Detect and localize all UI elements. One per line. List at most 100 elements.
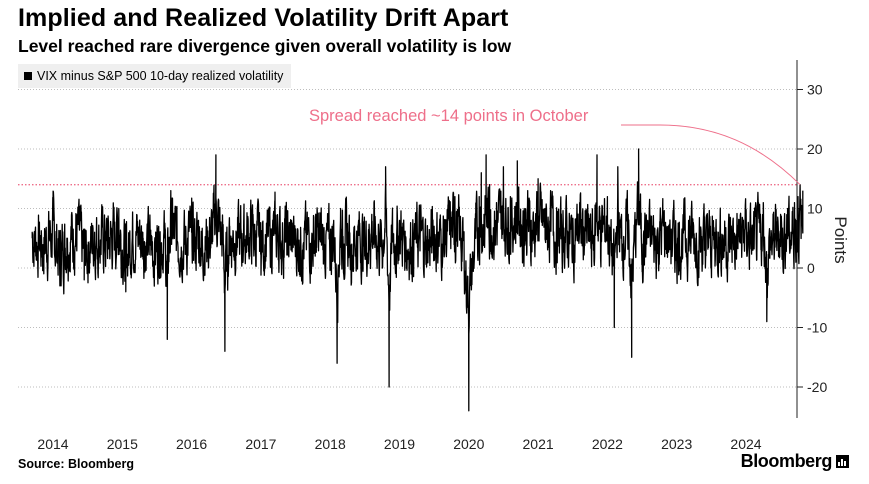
data-point <box>485 154 487 156</box>
data-point <box>769 249 771 251</box>
x-tick-label: 2022 <box>592 436 623 452</box>
data-point <box>222 243 224 245</box>
data-point <box>260 243 262 245</box>
data-point <box>31 231 33 233</box>
data-point <box>613 326 615 328</box>
data-point <box>440 243 442 245</box>
data-point <box>558 231 560 233</box>
bloomberg-logo: Bloomberg <box>741 451 849 472</box>
data-point <box>676 243 678 245</box>
data-point <box>229 225 231 227</box>
data-point <box>163 231 165 233</box>
data-point <box>527 189 529 191</box>
data-point <box>398 219 400 221</box>
legend-swatch <box>24 72 32 80</box>
data-point <box>634 231 636 233</box>
data-point <box>132 219 134 221</box>
data-point <box>793 201 795 203</box>
data-point <box>752 249 754 251</box>
data-point <box>641 243 643 245</box>
x-tick-label: 2014 <box>37 436 68 452</box>
data-point <box>790 231 792 233</box>
data-point <box>617 166 619 168</box>
data-point <box>703 249 705 251</box>
data-point <box>364 249 366 251</box>
data-point <box>142 237 144 239</box>
data-point <box>128 255 130 257</box>
data-point <box>544 207 546 209</box>
data-point <box>395 243 397 245</box>
data-point <box>405 249 407 251</box>
data-point <box>107 243 109 245</box>
data-point <box>773 237 775 239</box>
data-point <box>83 279 85 281</box>
data-point <box>478 195 480 197</box>
legend-label: VIX minus S&P 500 10-day realized volati… <box>37 69 284 83</box>
data-point <box>211 225 213 227</box>
data-point <box>779 213 781 215</box>
data-point <box>537 178 539 180</box>
data-point <box>419 231 421 233</box>
data-point <box>795 219 797 221</box>
y-axis-ticks: 30 20 10 0 -10 -20 <box>797 82 827 395</box>
data-point <box>596 154 598 156</box>
y-axis-label: Points <box>831 216 850 263</box>
data-point <box>488 184 490 186</box>
data-point <box>166 338 168 340</box>
data-point <box>371 213 373 215</box>
data-point <box>745 219 747 221</box>
data-point <box>433 225 435 227</box>
data-point <box>197 219 199 221</box>
chart-title: Implied and Realized Volatility Drift Ap… <box>18 4 509 32</box>
data-point <box>655 249 657 251</box>
x-tick-label: 2023 <box>661 436 692 452</box>
x-tick-label: 2021 <box>523 436 554 452</box>
data-point <box>152 261 154 263</box>
data-point <box>483 213 485 215</box>
data-point <box>797 195 799 197</box>
series-line-vix-spread <box>31 148 804 412</box>
data-point <box>59 285 61 287</box>
data-point <box>333 219 335 221</box>
data-point <box>759 231 761 233</box>
y-tick-label: -20 <box>807 379 827 395</box>
data-point <box>315 231 317 233</box>
data-point <box>509 195 511 197</box>
data-point <box>551 195 553 197</box>
y-tick-label: -10 <box>807 320 827 336</box>
data-point <box>224 350 226 352</box>
x-tick-label: 2017 <box>245 436 276 452</box>
data-point <box>346 231 348 233</box>
data-point <box>592 249 594 251</box>
data-point <box>426 255 428 257</box>
chart-subtitle: Level reached rare divergence given over… <box>18 36 512 56</box>
data-point <box>287 237 289 239</box>
data-point <box>762 201 764 203</box>
data-point <box>350 261 352 263</box>
data-point <box>662 213 664 215</box>
data-point <box>339 207 341 209</box>
data-point <box>336 362 338 364</box>
data-point <box>125 291 127 293</box>
data-point <box>66 237 68 239</box>
data-point <box>381 255 383 257</box>
data-point <box>599 219 601 221</box>
data-point <box>620 237 622 239</box>
data-point <box>343 243 345 245</box>
x-tick-label: 2015 <box>107 436 138 452</box>
x-tick-label: 2020 <box>453 436 484 452</box>
data-point <box>669 237 671 239</box>
data-point <box>468 410 470 412</box>
data-point <box>495 201 497 203</box>
data-point <box>475 237 477 239</box>
data-point <box>606 195 608 197</box>
data-point <box>530 219 532 221</box>
data-point <box>480 172 482 174</box>
annotation-text: Spread reached ~14 points in October <box>309 107 589 125</box>
logo-text: Bloomberg <box>740 451 833 471</box>
y-tick-label: 20 <box>807 141 823 157</box>
data-point <box>637 148 639 150</box>
data-point <box>572 243 574 245</box>
data-point <box>516 160 518 162</box>
